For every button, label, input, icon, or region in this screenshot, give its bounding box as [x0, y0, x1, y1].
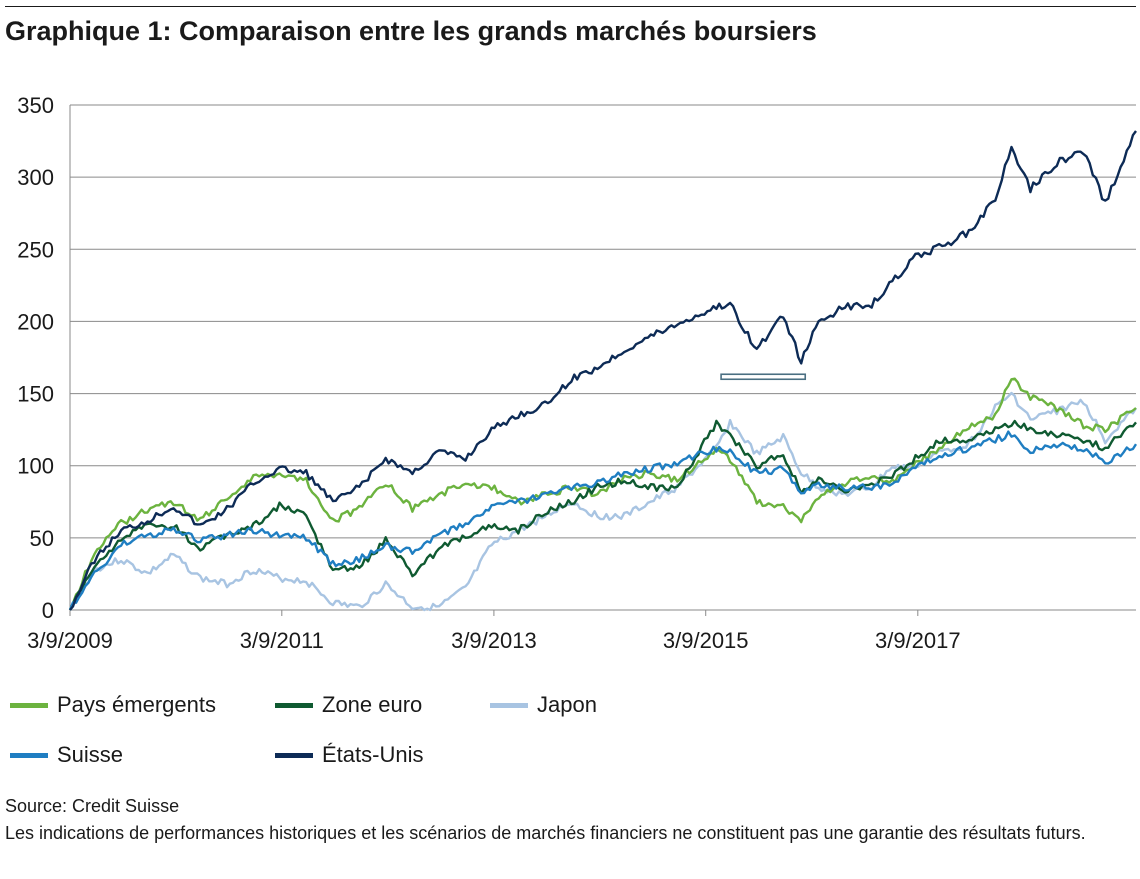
legend-item: États-Unis — [275, 742, 423, 768]
x-tick-label: 3/9/2015 — [663, 628, 749, 653]
chart-title: Graphique 1: Comparaison entre les grand… — [5, 16, 817, 46]
legend-item: Zone euro — [275, 692, 422, 718]
x-tick-label: 3/9/2017 — [875, 628, 961, 653]
series-layer — [68, 130, 1138, 612]
y-tick-label: 300 — [17, 165, 54, 190]
x-tick-labels: 3/9/2009 3/9/2011 3/9/2013 3/9/2015 3/9/2017 — [27, 628, 960, 653]
legend-item: Suisse — [10, 742, 123, 768]
series-line-3 — [68, 430, 1138, 611]
grid-layer — [69, 104, 1136, 616]
y-tick-label: 0 — [42, 598, 54, 623]
series-line-2 — [68, 419, 1137, 611]
legend-swatch — [10, 752, 48, 758]
legend-swatch — [10, 702, 48, 708]
x-tick-label: 3/9/2011 — [240, 628, 324, 653]
y-tick-label: 50 — [30, 526, 54, 551]
x-tick-label: 3/9/2009 — [27, 628, 113, 653]
y-tick-label: 250 — [17, 237, 54, 262]
disclaimer-note: Les indications de performances historiq… — [5, 823, 1086, 843]
x-tick-label: 3/9/2013 — [451, 628, 537, 653]
y-tick-label: 100 — [17, 454, 54, 479]
legend-label: États-Unis — [322, 742, 424, 767]
y-tick-labels: 0 50 100 150 200 250 300 350 — [17, 93, 54, 623]
series-line-0 — [68, 391, 1138, 612]
source-note: Source: Credit Suisse — [5, 796, 180, 816]
legend-label: Pays émergents — [57, 692, 216, 717]
annotation-bracket — [720, 373, 807, 381]
legend-item: Japon — [490, 692, 597, 718]
y-tick-label: 200 — [17, 309, 54, 334]
legend-label: Zone euro — [322, 692, 423, 717]
top-rule — [5, 6, 1136, 7]
series-line-1 — [68, 377, 1137, 611]
legend-label: Japon — [537, 692, 597, 717]
legend-label: Suisse — [57, 742, 124, 767]
y-tick-label: 150 — [17, 382, 54, 407]
legend-swatch — [275, 752, 313, 758]
annotation-layer — [720, 373, 807, 381]
legend-swatch — [490, 702, 528, 708]
legend-item: Pays émergents — [10, 692, 216, 718]
series-line-4 — [69, 130, 1137, 611]
legend-swatch — [275, 702, 313, 708]
y-tick-label: 350 — [17, 93, 54, 118]
